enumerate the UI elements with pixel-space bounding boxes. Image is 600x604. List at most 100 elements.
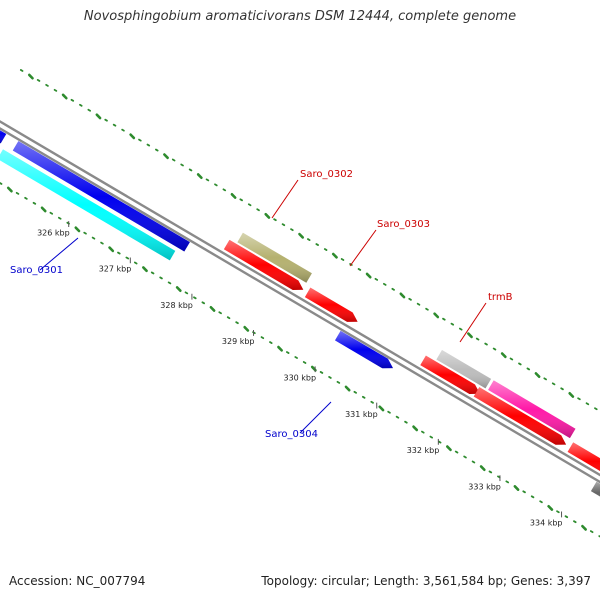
gene-label-saro-0304[interactable]: Saro_0304 [265, 429, 318, 440]
accession-text: Accession: NC_007794 [9, 574, 145, 588]
tick-label-327: 327 kbp [99, 265, 132, 274]
gc-dot [367, 274, 370, 277]
topology-text: Topology: circular; Length: 3,561,584 bp… [261, 574, 591, 588]
gc-dot [17, 193, 19, 194]
gc-dot [38, 80, 40, 81]
tick-label-332: 332 kbp [407, 446, 440, 455]
genome-title: Novosphingobium aromaticivorans DSM 1244… [0, 9, 600, 24]
gc-dot [50, 213, 52, 214]
gc-dot [156, 150, 158, 151]
gc-dot [397, 417, 399, 418]
gc-dot [29, 75, 32, 78]
gc-dot [202, 302, 204, 303]
gc-dot [595, 408, 597, 409]
gc-dot [97, 115, 100, 118]
gc-dot [409, 299, 411, 300]
gc-dot [63, 95, 66, 98]
gene-label-saro-0303[interactable]: Saro_0303 [377, 219, 430, 230]
gene-feature-grey-edge[interactable] [591, 482, 600, 504]
gc-dot [527, 368, 529, 369]
gc-dot [295, 357, 297, 358]
gene-label-saro-0302[interactable]: Saro_0302 [300, 169, 353, 180]
gc-dot [8, 188, 11, 191]
gc-dot [384, 284, 386, 285]
gc-dot [287, 352, 289, 353]
gc-dot [523, 491, 525, 492]
gc-dot [506, 481, 508, 482]
gc-dot [186, 292, 188, 293]
gc-skew-track-inner [0, 163, 600, 552]
gc-dot [375, 279, 377, 280]
gc-dot [223, 189, 225, 190]
gc-dot [240, 199, 242, 200]
gc-dot [371, 402, 373, 403]
gc-dot [544, 378, 546, 379]
gc-dot [207, 179, 209, 180]
gc-dot [329, 377, 331, 378]
gc-dot [122, 130, 124, 131]
gc-dot [502, 353, 505, 356]
gc-dot [160, 277, 162, 278]
gc-dot [447, 447, 450, 450]
gc-dot [380, 407, 383, 410]
tick-label-329: 329 kbp [222, 337, 255, 346]
gc-dot [468, 334, 471, 337]
gc-dot [422, 432, 424, 433]
gc-dot [561, 388, 563, 389]
leader-line-saro-0302 [272, 180, 298, 218]
gc-dot [519, 363, 521, 364]
gc-dot [498, 476, 500, 477]
gc-dot [105, 120, 107, 121]
gc-dot [342, 259, 344, 260]
gc-dot [46, 85, 48, 86]
gene-feature-saro-0301-cds[interactable] [0, 149, 175, 260]
gc-dot [485, 344, 487, 345]
gc-dot [215, 184, 217, 185]
gc-dot [549, 506, 552, 509]
gc-dot [126, 258, 128, 259]
gc-dot [181, 164, 183, 165]
gc-dot [574, 521, 576, 522]
gene-label-trmb[interactable]: trmB [488, 292, 513, 303]
gc-dot [266, 214, 269, 217]
gene-feature-reverse-left-edge-shade [0, 124, 6, 144]
gc-dot [76, 228, 79, 231]
gc-dot [110, 248, 113, 251]
gc-dot [270, 342, 272, 343]
gc-dot [477, 339, 479, 340]
gc-dot [262, 337, 264, 338]
gc-dot [274, 219, 276, 220]
gc-dot [25, 198, 27, 199]
gc-dot [55, 90, 57, 91]
gc-dot [283, 224, 285, 225]
gc-dot [557, 511, 559, 512]
gc-dot [198, 174, 201, 177]
gene-feature-reverse-left-edge[interactable] [0, 124, 6, 144]
gc-dot [578, 398, 580, 399]
gc-dot [0, 183, 2, 184]
gc-dot [532, 496, 534, 497]
gc-dot [456, 452, 458, 453]
gene-label-saro-0301[interactable]: Saro_0301 [10, 265, 63, 276]
gc-dot [190, 169, 192, 170]
gc-dot [430, 437, 432, 438]
gc-dot [249, 204, 251, 205]
gene-feature-forward-far-right-shade [568, 442, 600, 480]
gc-dot [359, 269, 361, 270]
gc-dot [414, 427, 417, 430]
gc-dot [143, 267, 146, 270]
gc-dot [93, 238, 95, 239]
gc-dot [591, 531, 593, 532]
gc-dot [316, 244, 318, 245]
gc-dot [511, 358, 513, 359]
gc-dot [439, 442, 441, 443]
gc-dot [278, 347, 281, 350]
gc-dot [194, 297, 196, 298]
gc-dot [232, 194, 235, 197]
gc-dot [346, 387, 349, 390]
gene-feature-forward-far-right[interactable] [568, 442, 600, 480]
gc-dot [228, 317, 230, 318]
gc-dot [481, 466, 484, 469]
gc-dot [169, 282, 171, 283]
